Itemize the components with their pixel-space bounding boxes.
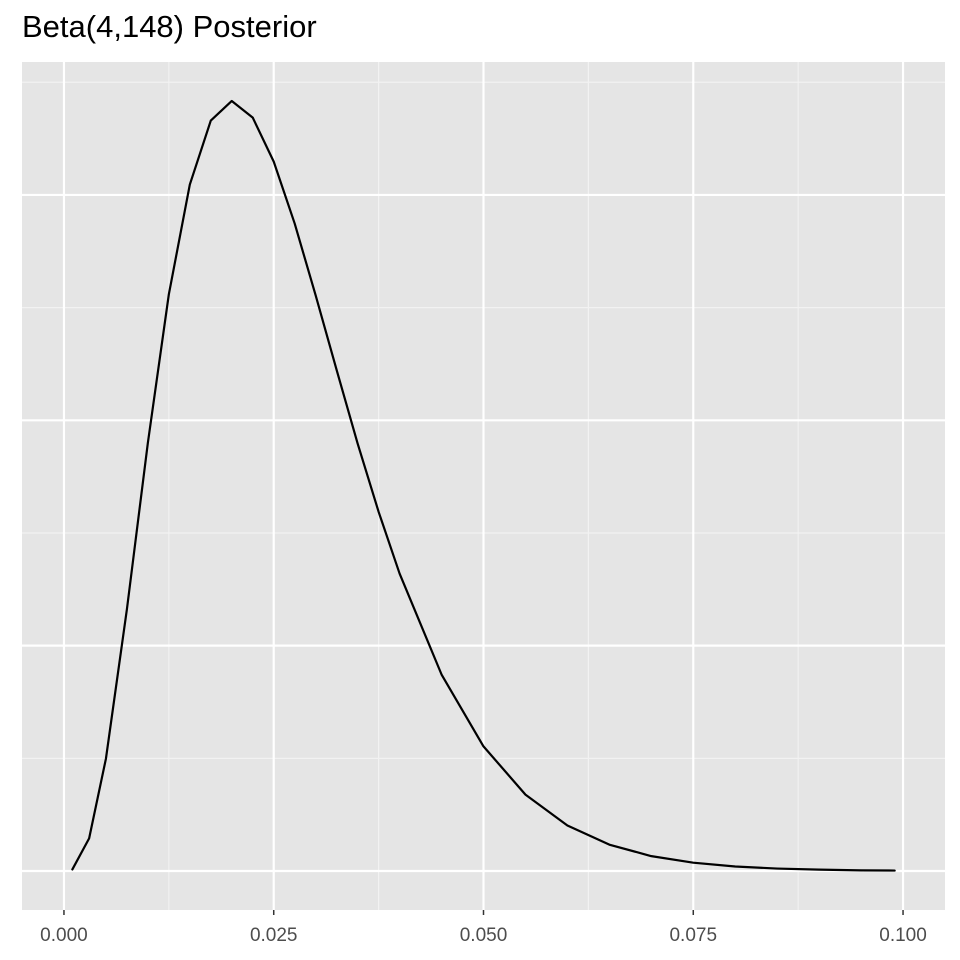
line-series: [71, 99, 896, 872]
x-tick-label: 0.100: [879, 925, 927, 946]
x-tick-label: 0.000: [40, 925, 88, 946]
x-tick-label: 0.075: [669, 925, 717, 946]
x-tick-label: 0.050: [460, 925, 508, 946]
x-tick-label: 0.025: [250, 925, 298, 946]
chart-title: Beta(4,148) Posterior: [22, 9, 317, 44]
